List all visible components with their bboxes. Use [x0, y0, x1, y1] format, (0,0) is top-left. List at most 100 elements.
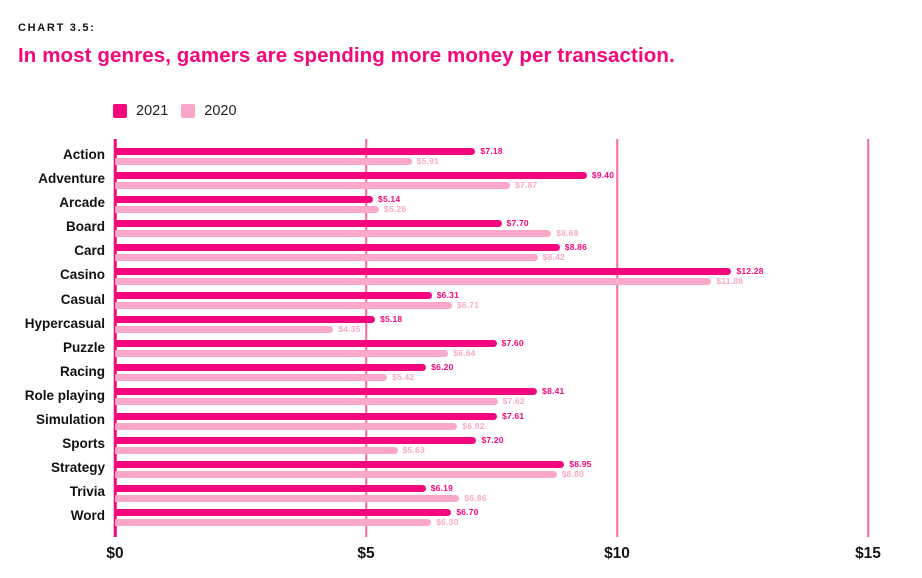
- bar-2020: [115, 494, 460, 502]
- category-row: Sports $7.20 $5.63: [62, 433, 868, 457]
- bar-2020: [115, 422, 458, 430]
- category-row: Hypercasual $5.18 $4.35: [25, 313, 868, 337]
- bar-line-2020: $8.80: [115, 469, 868, 478]
- value-label-2020: $5.42: [392, 372, 415, 383]
- category-row: Simulation $7.61 $6.82: [36, 409, 868, 433]
- category-row: Card $8.86 $8.42: [74, 240, 868, 264]
- bar-2021: [115, 436, 477, 444]
- value-label-2021: $6.19: [430, 482, 454, 493]
- x-tick-label: $0: [106, 545, 124, 562]
- bar-2020: [115, 446, 398, 454]
- category-row: Board $7.70 $8.69: [66, 216, 868, 240]
- bar-line-2021: $6.20: [115, 363, 868, 372]
- bar-line-2020: $6.64: [115, 348, 868, 359]
- value-label-2021: $9.40: [591, 169, 615, 180]
- x-tick-label: $15: [855, 545, 881, 562]
- bar-2020: [115, 302, 452, 310]
- bar-2021: [115, 219, 502, 227]
- category-row: Word $6.70 $6.30: [71, 505, 868, 529]
- plot-area: Action $7.18 $5.91 Adventure $9.40 $7.87 Arcad…: [25, 139, 881, 562]
- chart-kicker: CHART 3.5:: [18, 22, 96, 34]
- bar-line-2020: $8.42: [115, 251, 868, 262]
- bar-line-2021: $5.18: [115, 314, 868, 325]
- value-label-2021: $7.61: [502, 410, 525, 421]
- category-label: Role playing: [24, 387, 105, 403]
- category-label: Word: [70, 508, 105, 524]
- bar-2020: [115, 470, 557, 478]
- bar-2021: [115, 364, 427, 372]
- bar-line-2020: $6.82: [115, 420, 868, 431]
- bar-line-2021: $8.86: [115, 241, 868, 252]
- bar-2021: [115, 508, 452, 516]
- value-label-2021: $5.18: [380, 314, 403, 325]
- x-tick-label: $5: [357, 545, 375, 562]
- bar-2021: [115, 195, 374, 203]
- legend-swatch-2021: [113, 104, 127, 118]
- category-label: Adventure: [38, 171, 105, 187]
- value-label-2020: $5.91: [416, 155, 439, 166]
- bar-line-2020: $5.63: [115, 445, 868, 454]
- bar-line-2020: $5.91: [115, 155, 868, 166]
- bar-2020: [115, 326, 334, 334]
- value-label-2020: $4.35: [338, 324, 361, 335]
- value-label-2021: $6.31: [436, 290, 460, 301]
- gridline-5: [365, 139, 367, 537]
- legend-label: 2021: [136, 103, 169, 119]
- bar-line-2021: $5.14: [115, 193, 868, 204]
- category-row: Role playing $8.41 $7.62: [25, 385, 868, 409]
- bar-line-2021: $7.20: [115, 434, 868, 445]
- value-label-2020: $6.82: [462, 420, 485, 431]
- value-label-2021: $8.86: [564, 241, 588, 252]
- category-label: Action: [63, 147, 105, 162]
- y-axis-line: [113, 139, 117, 537]
- category-row: Action $7.18 $5.91: [63, 144, 868, 168]
- category-label: Trivia: [69, 484, 105, 500]
- value-label-2020: $6.64: [453, 348, 476, 359]
- category-row: Strategy $8.95 $8.80: [51, 457, 868, 481]
- value-label-2021: $5.14: [378, 193, 401, 204]
- bar-2021: [115, 147, 476, 155]
- bar-line-2021: $9.40: [115, 169, 868, 180]
- category-row: Racing $6.20 $5.42: [60, 361, 868, 385]
- value-label-2021: $6.70: [456, 506, 479, 517]
- value-label-2020: $5.26: [384, 203, 407, 214]
- value-label-2020: $6.86: [464, 492, 487, 503]
- bar-2020: [115, 253, 538, 261]
- value-label-2021: $7.18: [480, 145, 503, 156]
- value-label-2020: $8.42: [542, 251, 565, 262]
- bar-2021: [115, 292, 432, 300]
- bar-line-2020: $6.86: [115, 492, 868, 503]
- bar-2020: [115, 350, 449, 358]
- category-row: Adventure $9.40 $7.87: [38, 168, 868, 192]
- category-label: Casino: [59, 267, 105, 283]
- category-label: Board: [65, 219, 105, 235]
- bar-line-2021: $7.60: [115, 339, 868, 348]
- bar-line-2021: $7.61: [115, 410, 868, 421]
- bar-line-2020: $7.62: [115, 397, 868, 406]
- bar-line-2021: $7.18: [115, 145, 868, 156]
- bar-line-2020: $8.69: [115, 227, 868, 238]
- chart-title: In most genres, gamers are spending more…: [18, 44, 675, 67]
- bar-line-2021: $6.70: [115, 506, 868, 517]
- category-label: Sports: [62, 436, 105, 452]
- category-label: Puzzle: [62, 339, 105, 355]
- value-label-2021: $12.28: [736, 265, 764, 276]
- bar-line-2020: $5.26: [115, 203, 868, 214]
- bar-2020: [115, 229, 552, 237]
- bar-line-2021: $8.95: [115, 459, 868, 468]
- category-row: Puzzle $7.60 $6.64: [63, 337, 868, 361]
- bar-2021: [115, 484, 426, 492]
- value-label-2021: $7.20: [481, 434, 504, 445]
- bar-2020: [115, 518, 432, 526]
- bar-2021: [115, 243, 560, 251]
- bar-2020: [115, 398, 498, 406]
- value-label-2020: $8.69: [556, 227, 579, 238]
- bar-rows: Action $7.18 $5.91 Adventure $9.40 $7.87 Arcad…: [25, 144, 868, 530]
- bar-2020: [115, 205, 380, 213]
- legend-swatch-2020: [181, 104, 196, 118]
- bar-2020: [115, 181, 511, 189]
- category-row: Casual $6.31 $6.71: [61, 289, 868, 313]
- legend-item-2020: 2020: [181, 103, 237, 119]
- value-label-2020: $6.71: [456, 300, 480, 311]
